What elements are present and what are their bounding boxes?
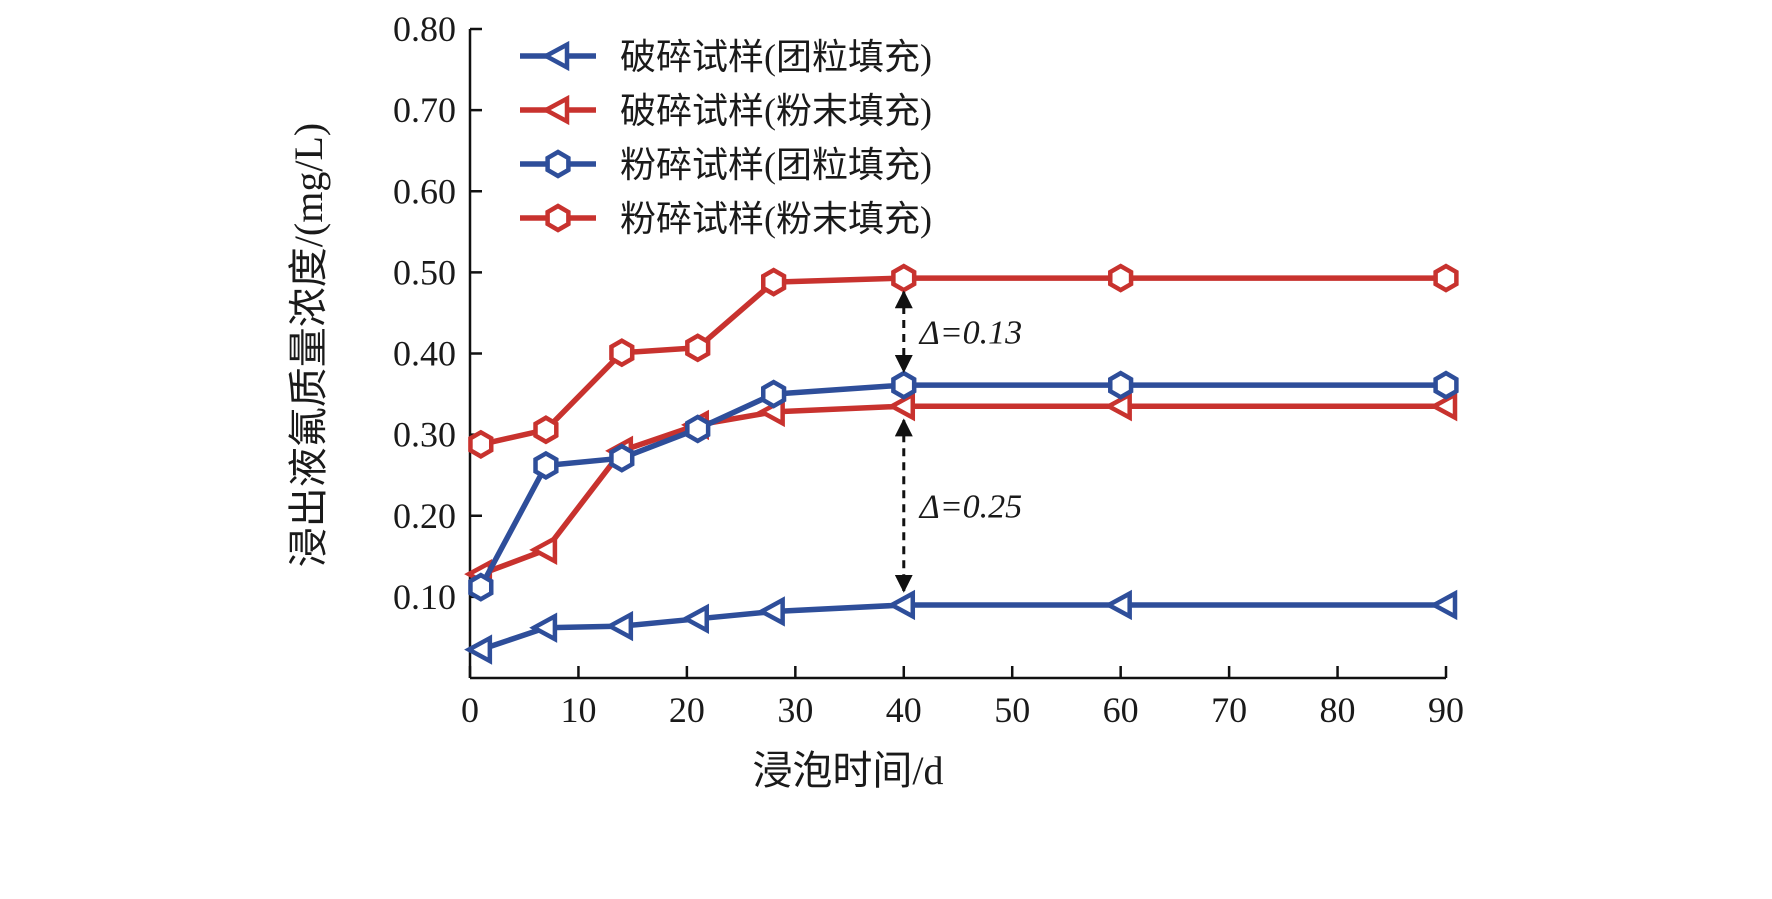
series-line	[478, 382, 1446, 589]
data-point	[1433, 263, 1459, 293]
data-point	[529, 612, 558, 643]
y-tick-label: 0.20	[393, 496, 456, 536]
series-4	[468, 263, 1459, 459]
series-line	[480, 275, 1446, 448]
delta-label: Δ=0.25	[918, 489, 1022, 526]
series-group	[464, 263, 1459, 665]
data-point	[468, 572, 494, 602]
data-point	[756, 596, 785, 627]
data-point	[533, 415, 559, 445]
y-tick-label: 0.80	[393, 9, 456, 49]
x-tick-label: 50	[994, 690, 1030, 730]
data-point	[1429, 589, 1458, 621]
series-3	[468, 370, 1459, 602]
x-tick-label: 20	[669, 690, 705, 730]
legend-item: 破碎试样(团粒填充)	[520, 37, 932, 77]
x-axis-title: 浸泡时间/d	[752, 748, 943, 793]
data-point	[1103, 391, 1132, 422]
data-point	[887, 391, 916, 422]
data-point	[1429, 391, 1458, 422]
data-point	[605, 610, 634, 642]
delta-label: Δ=0.13	[918, 315, 1022, 352]
data-point	[609, 338, 635, 368]
x-tick-label: 10	[560, 690, 596, 730]
legend-label: 粉碎试样(团粒填充)	[620, 145, 932, 185]
y-tick-label: 0.60	[393, 171, 456, 211]
x-tick-label: 0	[461, 690, 479, 730]
data-point	[609, 443, 635, 473]
series-1	[464, 589, 1458, 665]
legend-label: 破碎试样(团粒填充)	[620, 37, 932, 77]
legend-marker	[545, 203, 571, 233]
x-axis-ticks: 0 10 20 30 40 50 60 70 80 90	[461, 666, 1464, 730]
legend-item: 粉碎试样(粉末填充)	[520, 199, 932, 239]
data-point	[685, 414, 711, 444]
data-point	[891, 370, 917, 400]
legend-item: 粉碎试样(团粒填充)	[520, 145, 932, 185]
legend-label: 粉碎试样(粉末填充)	[620, 199, 932, 239]
data-point	[681, 603, 709, 634]
y-axis-ticks: 0.10 0.20 0.30 0.40 0.50 0.60 0.70 0.80	[393, 9, 482, 617]
legend-marker	[541, 40, 570, 72]
y-tick-label: 0.70	[393, 90, 456, 130]
x-tick-label: 30	[777, 690, 813, 730]
series-line	[479, 602, 1446, 653]
y-axis-title: 浸出液氟质量浓度/(mg/L)	[286, 123, 331, 567]
data-point	[685, 333, 711, 363]
data-point	[887, 589, 916, 621]
data-point	[468, 429, 494, 459]
legend-item: 破碎试样(粉末填充)	[520, 91, 932, 131]
x-tick-label: 70	[1211, 690, 1247, 730]
data-point	[1108, 263, 1134, 293]
y-tick-label: 0.40	[393, 334, 456, 374]
x-tick-label: 60	[1103, 690, 1139, 730]
series-line	[479, 403, 1446, 577]
data-point	[1103, 589, 1132, 621]
data-point	[761, 379, 787, 409]
x-tick-label: 90	[1428, 690, 1464, 730]
data-point	[891, 263, 917, 293]
x-tick-label: 80	[1320, 690, 1356, 730]
legend-marker	[541, 94, 570, 126]
data-point	[1108, 370, 1134, 400]
y-tick-label: 0.50	[393, 252, 456, 292]
y-tick-label: 0.10	[393, 577, 456, 617]
data-point	[761, 267, 787, 297]
y-tick-label: 0.30	[393, 415, 456, 455]
legend-marker	[545, 149, 571, 179]
legend-label: 破碎试样(粉末填充)	[620, 91, 932, 131]
data-point	[529, 534, 558, 566]
data-point	[1433, 370, 1459, 400]
x-tick-label: 40	[886, 690, 922, 730]
legend: 破碎试样(团粒填充) 破碎试样(粉末填充) 粉碎试样(团粒填充) 粉碎试样(粉末填充)	[520, 37, 932, 239]
data-point	[464, 634, 493, 665]
data-point	[533, 450, 559, 481]
annotations: Δ=0.13 Δ=0.25	[894, 290, 1022, 593]
